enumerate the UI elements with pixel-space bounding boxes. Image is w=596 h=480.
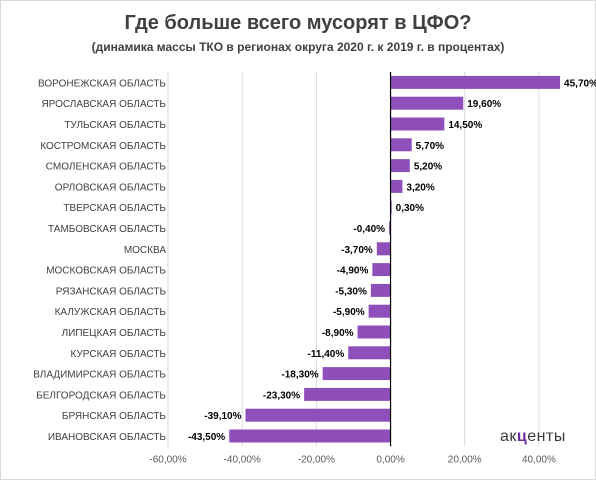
data-label: -11,40% xyxy=(308,349,345,360)
bar xyxy=(390,96,464,110)
data-label: -23,30% xyxy=(263,390,300,401)
bar xyxy=(390,117,445,131)
data-label: -8,90% xyxy=(322,328,354,339)
chart-subtitle: (динамика массы ТКО в регионах округа 20… xyxy=(91,40,505,54)
category-label: ТАМБОВСКАЯ ОБЛАСТЬ xyxy=(48,224,166,235)
category-label: КОСТРОМСКАЯ ОБЛАСТЬ xyxy=(40,141,166,152)
bar xyxy=(390,159,410,173)
category-label: МОСКВА xyxy=(124,245,166,256)
bar xyxy=(368,304,391,318)
category-label: РЯЗАНСКАЯ ОБЛАСТЬ xyxy=(56,286,167,297)
data-label: -43,50% xyxy=(188,432,225,443)
x-tick-label: 20,00% xyxy=(448,454,482,465)
data-label: 5,70% xyxy=(416,141,444,152)
chart-title: Где больше всего мусорят в ЦФО? xyxy=(124,12,472,34)
data-label: -3,70% xyxy=(341,245,373,256)
data-label: -0,40% xyxy=(353,224,385,235)
category-label: ВЛАДИМИРСКАЯ ОБЛАСТЬ xyxy=(33,370,166,381)
brand-logo: акценты xyxy=(500,428,566,446)
bar xyxy=(390,179,403,193)
category-label: ВОРОНЕЖСКАЯ ОБЛАСТЬ xyxy=(38,78,166,89)
logo-accent-letter: ц xyxy=(516,428,528,445)
bar xyxy=(376,242,391,256)
data-label: 5,20% xyxy=(414,162,442,173)
category-label: БРЯНСКАЯ ОБЛАСТЬ xyxy=(62,411,167,422)
data-label: 3,20% xyxy=(406,182,434,193)
x-tick-label: 0,00% xyxy=(376,454,404,465)
x-tick-label: -20,00% xyxy=(298,454,335,465)
category-label: МОСКОВСКАЯ ОБЛАСТЬ xyxy=(46,266,166,277)
logo-text-start: ак xyxy=(500,428,517,445)
data-label: -39,10% xyxy=(204,411,241,422)
data-label: 45,70% xyxy=(564,78,596,89)
category-label: КУРСКАЯ ОБЛАСТЬ xyxy=(71,349,167,360)
bar xyxy=(304,387,391,401)
bar xyxy=(390,138,412,152)
bar xyxy=(322,367,391,381)
x-tick-label: -60,00% xyxy=(149,454,186,465)
bar xyxy=(390,75,561,89)
category-label: СМОЛЕНСКАЯ ОБЛАСТЬ xyxy=(46,162,167,173)
category-label: ЯРОСЛАВСКАЯ ОБЛАСТЬ xyxy=(41,99,166,110)
x-tick-label: 40,00% xyxy=(522,454,556,465)
category-label: КАЛУЖСКАЯ ОБЛАСТЬ xyxy=(55,307,167,318)
logo-text-end: енты xyxy=(527,428,566,445)
x-tick-label: -40,00% xyxy=(224,454,261,465)
bar xyxy=(370,283,391,297)
bar xyxy=(348,346,391,360)
category-label: ОРЛОВСКАЯ ОБЛАСТЬ xyxy=(55,182,167,193)
bar xyxy=(245,408,391,422)
bar xyxy=(357,325,391,339)
category-label: ИВАНОВСКАЯ ОБЛАСТЬ xyxy=(48,432,167,443)
category-label: ТУЛЬСКАЯ ОБЛАСТЬ xyxy=(64,120,166,131)
data-label: -4,90% xyxy=(337,266,369,277)
data-label: -5,90% xyxy=(333,307,365,318)
category-label: ТВЕРСКАЯ ОБЛАСТЬ xyxy=(63,203,166,214)
data-label: -18,30% xyxy=(281,370,318,381)
bar xyxy=(229,429,391,443)
bar xyxy=(389,221,391,235)
bar xyxy=(372,263,391,277)
data-label: -5,30% xyxy=(335,286,367,297)
data-label: 19,60% xyxy=(467,99,501,110)
category-label: БЕЛГОРОДСКАЯ ОБЛАСТЬ xyxy=(36,390,166,401)
data-label: 14,50% xyxy=(448,120,482,131)
data-label: 0,30% xyxy=(396,203,424,214)
category-label: ЛИПЕЦКАЯ ОБЛАСТЬ xyxy=(62,328,167,339)
